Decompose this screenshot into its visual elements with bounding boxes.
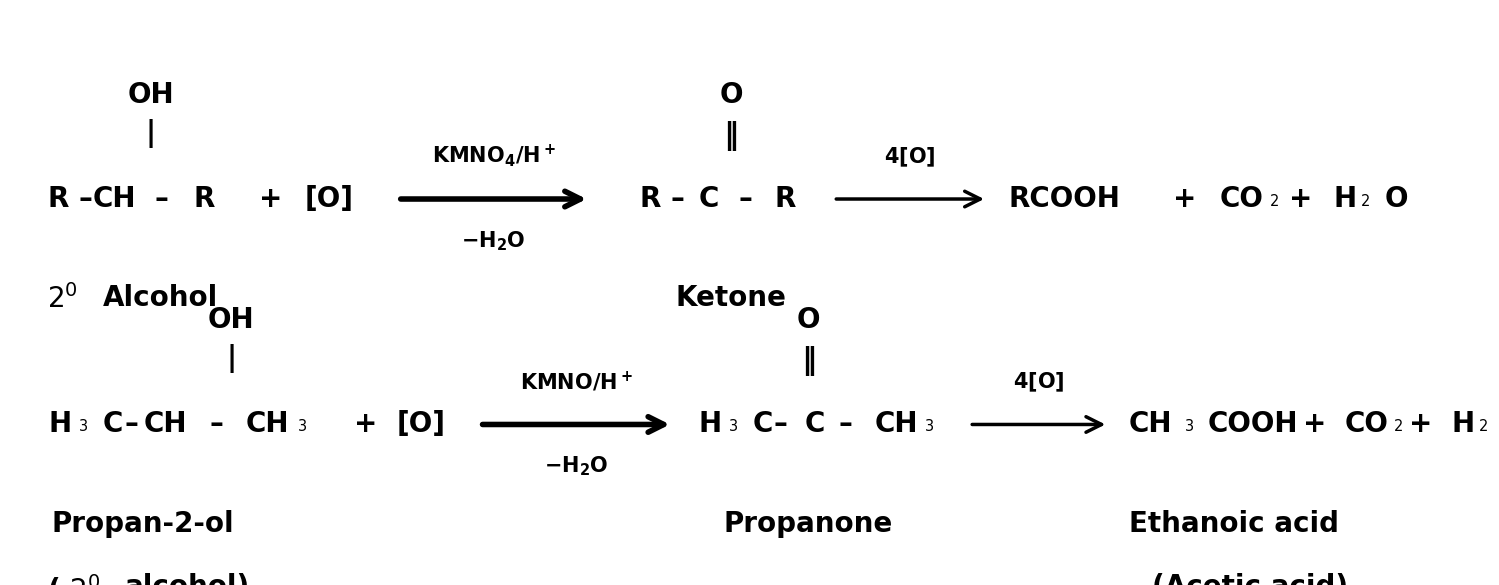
- Text: |: |: [145, 119, 156, 147]
- Text: –: –: [670, 185, 684, 213]
- Text: $\mathbf{-H_2O}$: $\mathbf{-H_2O}$: [462, 229, 526, 253]
- Text: $_3$: $_3$: [78, 415, 88, 435]
- Text: ‖: ‖: [800, 346, 817, 376]
- Text: $_2$: $_2$: [1393, 415, 1403, 435]
- Text: $_3$: $_3$: [923, 415, 934, 435]
- Text: COOH: COOH: [1208, 411, 1298, 439]
- Text: $_2$: $_2$: [1360, 189, 1370, 209]
- Text: $\mathbf{4[O]}$: $\mathbf{4[O]}$: [1013, 371, 1064, 394]
- Text: R: R: [193, 185, 214, 213]
- Text: –: –: [838, 411, 851, 439]
- Text: H: H: [1333, 185, 1357, 213]
- Text: +: +: [1172, 185, 1196, 213]
- Text: $_3$: $_3$: [1184, 415, 1195, 435]
- Text: +: +: [354, 411, 378, 439]
- Text: C: C: [102, 411, 123, 439]
- Text: C: C: [752, 411, 773, 439]
- Text: R: R: [775, 185, 796, 213]
- Text: +: +: [259, 185, 282, 213]
- Text: –: –: [210, 411, 223, 439]
- Text: R: R: [46, 185, 69, 213]
- Text: $_2$: $_2$: [1478, 415, 1489, 435]
- Text: C: C: [699, 185, 720, 213]
- Text: alcohol): alcohol): [124, 573, 250, 585]
- Text: ( $2^0$: ( $2^0$: [46, 573, 100, 585]
- Text: OH: OH: [127, 81, 174, 109]
- Text: $_2$: $_2$: [1270, 189, 1279, 209]
- Text: Alcohol: Alcohol: [102, 284, 217, 312]
- Text: +: +: [1289, 185, 1313, 213]
- Text: R: R: [639, 185, 661, 213]
- Text: [O]: [O]: [397, 411, 445, 439]
- Text: H: H: [48, 411, 72, 439]
- Text: RCOOH: RCOOH: [1009, 185, 1121, 213]
- Text: CH: CH: [246, 411, 289, 439]
- Text: $_3$: $_3$: [297, 415, 307, 435]
- Text: Propan-2-ol: Propan-2-ol: [51, 510, 234, 538]
- Text: O: O: [720, 81, 744, 109]
- Text: $\mathbf{KMNO_4/H^+}$: $\mathbf{KMNO_4/H^+}$: [432, 142, 556, 169]
- Text: [O]: [O]: [304, 185, 354, 213]
- Text: $_3$: $_3$: [729, 415, 739, 435]
- Text: H: H: [1451, 411, 1475, 439]
- Text: CH: CH: [1129, 411, 1172, 439]
- Text: H: H: [699, 411, 723, 439]
- Text: Ethanoic acid: Ethanoic acid: [1129, 510, 1339, 538]
- Text: O: O: [1385, 185, 1408, 213]
- Text: +: +: [1303, 411, 1327, 439]
- Text: CO: CO: [1219, 185, 1264, 213]
- Text: –: –: [154, 185, 168, 213]
- Text: CH: CH: [93, 185, 136, 213]
- Text: Propanone: Propanone: [724, 510, 893, 538]
- Text: C: C: [805, 411, 824, 439]
- Text: CO: CO: [1345, 411, 1390, 439]
- Text: $\mathbf{4[O]}$: $\mathbf{4[O]}$: [884, 146, 935, 169]
- Text: Ketone: Ketone: [676, 284, 787, 312]
- Text: |: |: [226, 344, 237, 373]
- Text: CH: CH: [874, 411, 917, 439]
- Text: –: –: [78, 185, 91, 213]
- Text: O: O: [797, 306, 820, 334]
- Text: OH: OH: [208, 306, 255, 334]
- Text: $\mathbf{-H_2O}$: $\mathbf{-H_2O}$: [544, 455, 609, 479]
- Text: (Acetic acid): (Acetic acid): [1153, 573, 1348, 585]
- Text: $2^0$: $2^0$: [46, 284, 78, 314]
- Text: $\mathbf{KMNO/H^+}$: $\mathbf{KMNO/H^+}$: [520, 370, 633, 394]
- Text: ‖: ‖: [724, 121, 739, 151]
- Text: –: –: [739, 185, 752, 213]
- Text: –: –: [124, 411, 139, 439]
- Text: CH: CH: [144, 411, 187, 439]
- Text: –: –: [773, 411, 788, 439]
- Text: +: +: [1409, 411, 1433, 439]
